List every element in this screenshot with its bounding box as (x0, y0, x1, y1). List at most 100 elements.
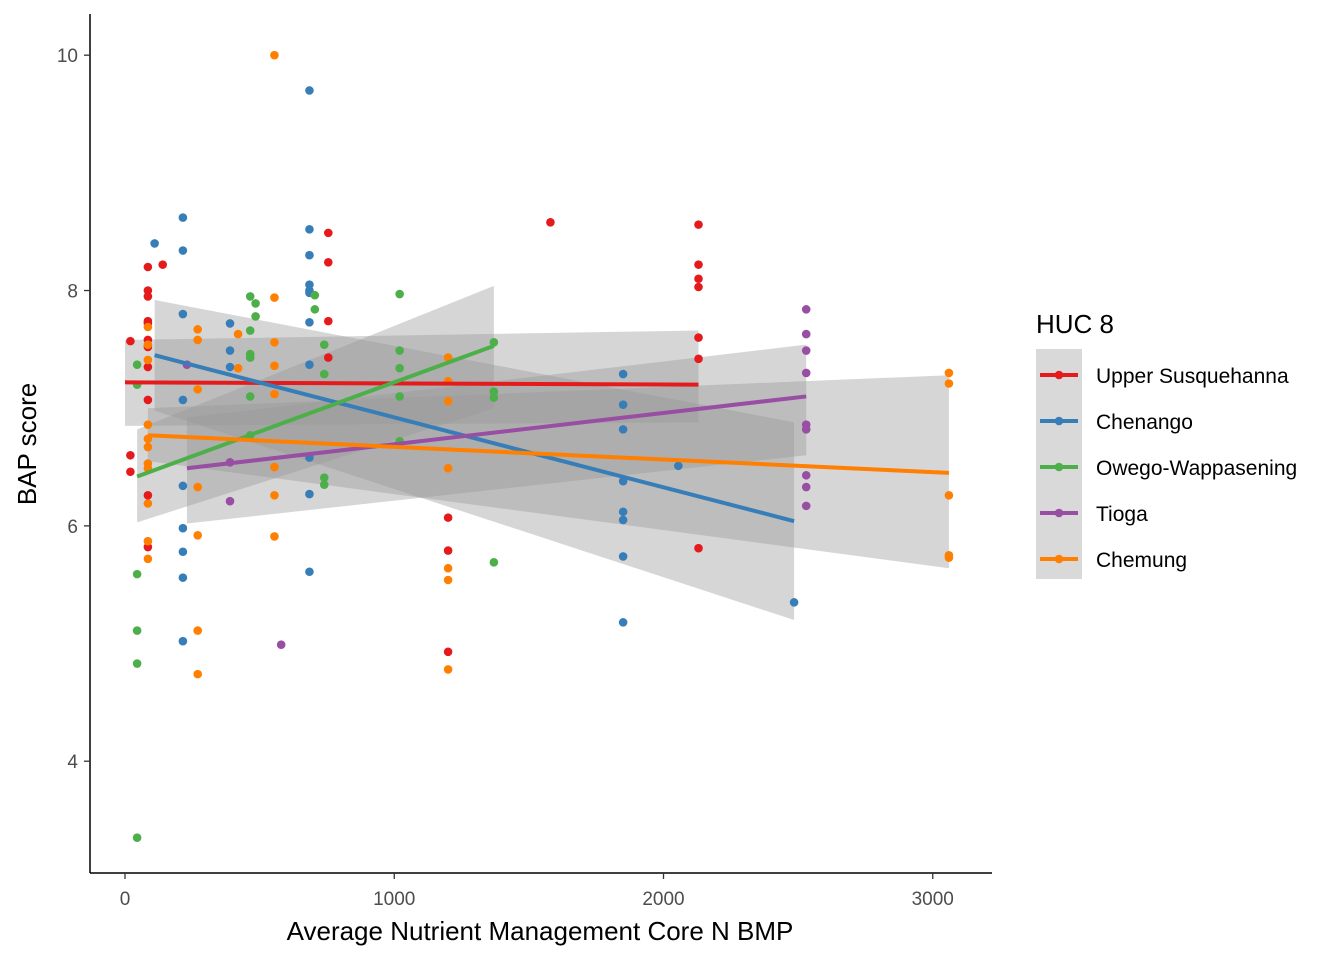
chenango-point (618, 515, 628, 525)
x-tick-label: 0 (120, 889, 131, 910)
chemung-point (270, 293, 279, 302)
owego-wappasening-point (245, 392, 255, 401)
upper-susquehanna-point (143, 262, 153, 272)
owego-wappasening-point (319, 369, 329, 379)
tioga-point (276, 640, 286, 650)
owego-wappasening-point (132, 833, 142, 842)
owego-wappasening-trend-line (136, 343, 495, 479)
owego-wappasening-point (319, 473, 329, 482)
chemung-confidence-band (147, 375, 949, 569)
chemung-point (443, 396, 453, 406)
chemung-point (270, 338, 279, 347)
chenango-point (618, 425, 628, 434)
chemung-point (143, 340, 153, 349)
legend: HUC 8 Upper Susquehanna Chenango Owego-Wap… (1036, 309, 1297, 579)
chemung-point (270, 50, 279, 60)
tioga-point (801, 346, 811, 355)
upper-susquehanna-point (443, 546, 453, 555)
chemung-point (270, 389, 279, 399)
chenango-point (178, 573, 188, 582)
owego-wappasening-point (489, 558, 499, 567)
chemung-point (443, 463, 453, 473)
axes: 0 1000 2000 3000 4 6 8 10 (57, 14, 992, 910)
chenango-point (305, 86, 314, 95)
trend-lines (124, 343, 950, 524)
chenango-point (225, 362, 235, 372)
chenango-point (305, 317, 314, 327)
chenango-point (178, 395, 188, 405)
chenango-trend-line (154, 353, 795, 524)
chenango-point (178, 523, 188, 533)
chemung-point (143, 442, 153, 452)
upper-susquehanna-point (443, 647, 453, 657)
chenango-legend-marker (1054, 416, 1064, 426)
upper-susquehanna-point (323, 228, 333, 238)
chemung-point (443, 563, 453, 573)
x-tick-label: 1000 (373, 889, 415, 910)
chemung-point (193, 530, 203, 540)
owego-wappasening-point (489, 393, 499, 402)
tioga-trend-line (186, 394, 807, 471)
chemung-point (270, 490, 279, 500)
chemung-point (143, 499, 153, 508)
upper-susquehanna-point (323, 353, 333, 362)
x-axis-title: Average Nutrient Management Core N BMP (287, 916, 794, 946)
chenango-point (618, 552, 628, 561)
owego-wappasening-point (245, 326, 255, 335)
upper-susquehanna-point (694, 220, 703, 229)
upper-susquehanna-point (143, 362, 153, 372)
upper-susquehanna-point (694, 282, 703, 292)
tioga-legend-label: Tioga (1096, 503, 1148, 526)
chemung-point (443, 575, 453, 585)
owego-wappasening-point (245, 292, 255, 301)
chenango-point (225, 346, 235, 355)
upper-susquehanna-point (443, 513, 453, 522)
y-tick-label: 8 (67, 282, 78, 303)
chenango-point (305, 360, 314, 369)
upper-susquehanna-point (323, 257, 333, 267)
legend-items: Upper Susquehanna Chenango Owego-Wappaseni… (1040, 365, 1297, 572)
chemung-point (143, 355, 153, 365)
y-tick-label: 4 (67, 752, 78, 773)
chemung-point (270, 462, 279, 472)
chemung-point (193, 325, 203, 334)
y-axis-title: BAP score (12, 383, 42, 505)
chenango-point (178, 481, 188, 491)
chemung-point (193, 669, 203, 679)
owego-wappasening-point (310, 305, 320, 314)
chenango-point (618, 369, 628, 379)
chemung-legend-marker (1054, 554, 1064, 564)
upper-susquehanna-point (126, 467, 135, 477)
owego-wappasening-point (395, 392, 404, 401)
chemung-point (944, 553, 954, 562)
chenango-point (305, 250, 314, 260)
upper-susquehanna-point (546, 217, 555, 227)
owego-wappasening-point (132, 659, 142, 668)
chenango-point (305, 567, 314, 577)
owego-wappasening-legend-marker (1054, 462, 1064, 472)
owego-wappasening-point (132, 569, 142, 579)
chemung-point (270, 532, 279, 541)
chenango-point (150, 239, 159, 248)
upper-susquehanna-trend-line (124, 380, 699, 387)
chemung-point (233, 329, 243, 339)
tioga-point (801, 368, 811, 378)
owego-wappasening-point (310, 290, 320, 300)
tioga-point (225, 496, 235, 506)
upper-susquehanna-legend-label: Upper Susquehanna (1096, 365, 1289, 388)
upper-susquehanna-point (694, 543, 703, 553)
chemung-trend-line (147, 433, 950, 475)
y-tick-label: 10 (57, 46, 78, 67)
chenango-point (674, 461, 683, 471)
owego-wappasening-point (489, 338, 499, 347)
owego-wappasening-point (395, 289, 404, 299)
owego-wappasening-point (132, 626, 142, 635)
chenango-point (618, 507, 628, 517)
confidence-ribbons (125, 285, 949, 621)
chenango-point (225, 319, 235, 328)
chenango-point (305, 225, 314, 234)
tioga-point (801, 501, 811, 511)
legend-title: HUC 8 (1036, 309, 1114, 339)
upper-susquehanna-point (126, 450, 135, 460)
owego-wappasening-legend-label: Owego-Wappasening (1096, 457, 1297, 480)
